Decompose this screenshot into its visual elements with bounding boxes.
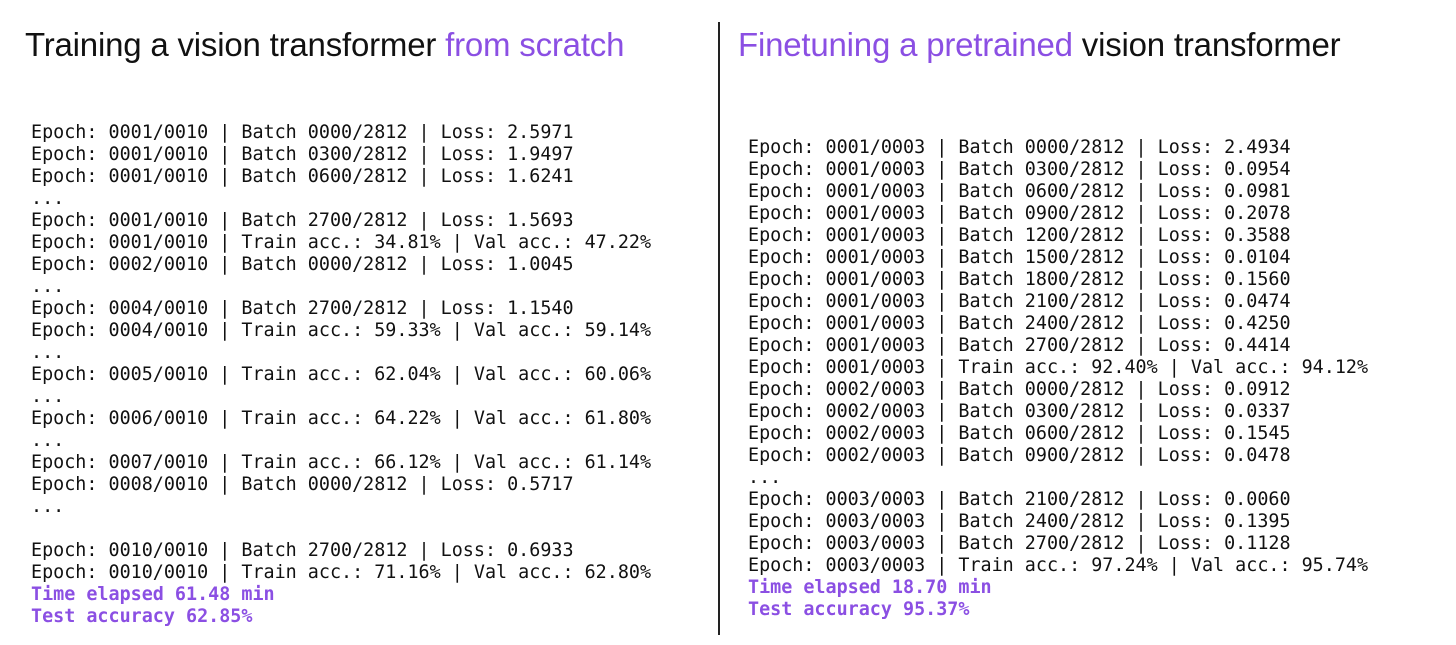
log-line: ...	[31, 430, 65, 451]
log-line: Epoch: 0004/0010 | Batch 2700/2812 | Los…	[31, 298, 574, 319]
log-line: Epoch: 0001/0003 | Batch 2700/2812 | Los…	[748, 335, 1291, 356]
log-line: Epoch: 0004/0010 | Train acc.: 59.33% | …	[31, 320, 652, 341]
log-line: Epoch: 0002/0010 | Batch 0000/2812 | Los…	[31, 254, 574, 275]
title-accent: Finetuning a pretrained	[738, 26, 1073, 63]
title-accent: from scratch	[445, 26, 625, 63]
log-line: Epoch: 0001/0003 | Batch 0300/2812 | Los…	[748, 159, 1291, 180]
right-log: Epoch: 0001/0003 | Batch 0000/2812 | Los…	[748, 137, 1368, 621]
log-line: Epoch: 0002/0003 | Batch 0000/2812 | Los…	[748, 379, 1291, 400]
log-line: Epoch: 0006/0010 | Train acc.: 64.22% | …	[31, 408, 652, 429]
log-line: ...	[31, 188, 65, 209]
log-line: Epoch: 0001/0003 | Batch 2400/2812 | Los…	[748, 313, 1291, 334]
log-line: Epoch: 0007/0010 | Train acc.: 66.12% | …	[31, 452, 652, 473]
log-line: Epoch: 0001/0003 | Batch 1800/2812 | Los…	[748, 269, 1291, 290]
title-text: vision transformer	[1072, 26, 1341, 63]
log-line: Epoch: 0001/0003 | Train acc.: 92.40% | …	[748, 357, 1369, 378]
log-line: Epoch: 0001/0010 | Train acc.: 34.81% | …	[31, 232, 652, 253]
summary-line: Time elapsed 18.70 min	[748, 577, 992, 598]
log-line: Epoch: 0008/0010 | Batch 0000/2812 | Los…	[31, 474, 574, 495]
summary-line: Test accuracy 95.37%	[748, 599, 970, 620]
log-line: Epoch: 0001/0003 | Batch 0900/2812 | Los…	[748, 203, 1291, 224]
log-line: Epoch: 0003/0003 | Train acc.: 97.24% | …	[748, 555, 1369, 576]
log-line: Epoch: 0002/0003 | Batch 0900/2812 | Los…	[748, 445, 1291, 466]
log-line: ...	[748, 467, 782, 488]
log-line: ...	[31, 276, 65, 297]
log-gap	[31, 518, 651, 540]
log-line: Epoch: 0010/0010 | Batch 2700/2812 | Los…	[31, 540, 574, 561]
log-line: Epoch: 0003/0003 | Batch 2700/2812 | Los…	[748, 533, 1291, 554]
left-log: Epoch: 0001/0010 | Batch 0000/2812 | Los…	[31, 122, 651, 628]
right-title: Finetuning a pretrained vision transform…	[738, 26, 1341, 64]
summary-line: Time elapsed 61.48 min	[31, 584, 275, 605]
log-line: Epoch: 0005/0010 | Train acc.: 62.04% | …	[31, 364, 652, 385]
log-line: Epoch: 0002/0003 | Batch 0600/2812 | Los…	[748, 423, 1291, 444]
log-line: Epoch: 0003/0003 | Batch 2400/2812 | Los…	[748, 511, 1291, 532]
summary-line: Test accuracy 62.85%	[31, 606, 253, 627]
log-line: Epoch: 0001/0010 | Batch 0000/2812 | Los…	[31, 122, 574, 143]
log-line: Epoch: 0001/0003 | Batch 0000/2812 | Los…	[748, 137, 1291, 158]
divider	[718, 22, 720, 635]
log-line: Epoch: 0001/0003 | Batch 1500/2812 | Los…	[748, 247, 1291, 268]
log-line: Epoch: 0001/0003 | Batch 2100/2812 | Los…	[748, 291, 1291, 312]
log-line: Epoch: 0010/0010 | Train acc.: 71.16% | …	[31, 562, 652, 583]
log-line: ...	[31, 496, 65, 517]
log-line: Epoch: 0001/0010 | Batch 2700/2812 | Los…	[31, 210, 574, 231]
log-line: Epoch: 0003/0003 | Batch 2100/2812 | Los…	[748, 489, 1291, 510]
log-line: Epoch: 0001/0010 | Batch 0300/2812 | Los…	[31, 144, 574, 165]
log-line: Epoch: 0001/0003 | Batch 1200/2812 | Los…	[748, 225, 1291, 246]
log-line: ...	[31, 342, 65, 363]
log-line: Epoch: 0001/0003 | Batch 0600/2812 | Los…	[748, 181, 1291, 202]
log-line: Epoch: 0001/0010 | Batch 0600/2812 | Los…	[31, 166, 574, 187]
left-title: Training a vision transformer from scrat…	[25, 26, 624, 64]
title-text: Training a vision transformer	[25, 26, 446, 63]
log-line: ...	[31, 386, 65, 407]
log-line: Epoch: 0002/0003 | Batch 0300/2812 | Los…	[748, 401, 1291, 422]
